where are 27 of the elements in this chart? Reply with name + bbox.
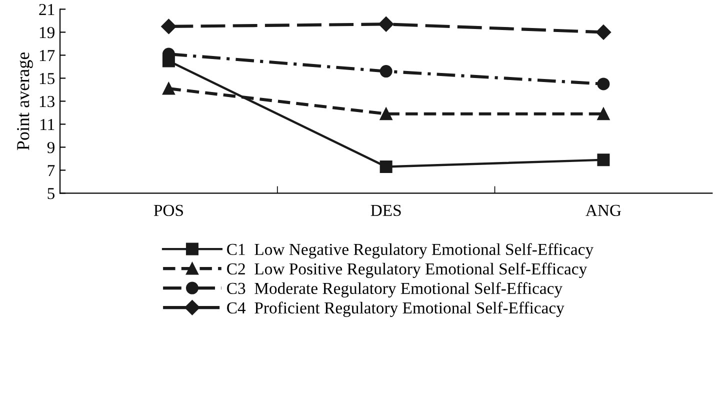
y-tick-label: 19: [40, 26, 54, 38]
point: [597, 108, 610, 120]
legend-label: C4 Proficient Regulatory Emotional Self-Efficacy: [227, 302, 564, 317]
point: [161, 18, 176, 34]
y-tick-label: 5: [48, 188, 54, 200]
y-tick-label: 21: [39, 4, 54, 15]
legend-label: C3 Moderate Regulatory Emotional Self-Efficacy: [227, 282, 562, 298]
y-tick-label: 13: [40, 96, 54, 108]
x-tick-label: POS: [154, 204, 183, 216]
point: [380, 108, 392, 120]
point: [597, 78, 610, 90]
point: [162, 82, 175, 95]
y-axis-title: Point average: [17, 52, 33, 150]
y-tick-label: 11: [40, 118, 54, 130]
y-tick-label: 15: [40, 72, 54, 84]
point: [597, 154, 610, 166]
point: [380, 160, 392, 173]
y-tick-label: 9: [47, 142, 54, 154]
point: [378, 16, 394, 32]
legend-label: C1 Low Negative Regulatory Emotional Self-Efficacy: [227, 243, 594, 258]
x-tick-label: DES: [370, 204, 401, 216]
point: [380, 65, 392, 78]
legend-label: C2 Low Positive Regulatory Emotional Self-Efficacy: [227, 262, 588, 278]
point: [596, 24, 612, 40]
y-tick-label: 17: [40, 50, 55, 61]
x-tick-label: ANG: [586, 204, 621, 216]
y-tick-label: 7: [48, 165, 55, 176]
